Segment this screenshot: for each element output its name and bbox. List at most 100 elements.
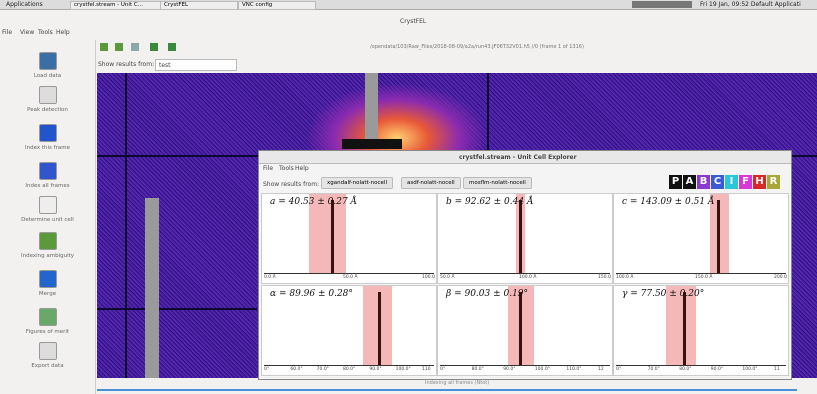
sidebar-item[interactable]: Load data [0,52,95,84]
screen: Applications crystfel.stream - Unit C...… [0,0,817,394]
lattice-letter[interactable]: P [669,175,682,189]
tick-label: 60.0° [290,367,302,372]
sidebar-item[interactable]: Export data [0,342,95,374]
lattice-letter[interactable]: B [697,175,710,189]
sidebar-icon [39,232,57,250]
lattice-letter[interactable]: R [767,175,780,189]
sidebar-item[interactable]: Peak detection [0,86,95,118]
tick-label: 70.0° [648,367,660,372]
tick-label: 80.0° [343,367,355,372]
progress-bar [97,389,797,391]
window-title: CrystFEL [400,18,426,25]
sidebar-item[interactable]: Figures of merit [0,308,95,340]
sidebar-label: Load data [0,73,95,79]
label: α = 89.96 ± 0.28° [270,289,353,299]
peak [331,200,334,273]
sidebar-label: Index all frames [0,183,95,189]
sidebar-icon [39,162,57,180]
result-button[interactable]: xgandalf-nolatt-nocell [321,177,393,189]
sidebar-item[interactable]: Indexing ambiguity [0,232,95,264]
dialog-title: crystfel.stream - Unit Cell Explorer [459,154,577,161]
task-tab[interactable]: CrystFEL [160,1,238,10]
sidebar-icon [39,270,57,288]
menu-item[interactable]: View [20,29,34,36]
lattice-letter[interactable]: C [711,175,724,189]
tick-label: 100.0° [742,367,757,372]
file-path: /opendata/103/Raw_Files/2018-08-09/a2a/r… [370,44,584,50]
tick-label: 70.0° [317,367,329,372]
tick-label: 90.0° [503,367,515,372]
lattice-letter[interactable]: H [753,175,766,189]
show-results-label: Show results from: [263,181,319,188]
tick-label: 100.0° [396,367,411,372]
show-results-label: Show results from: [98,61,154,68]
peak [519,292,522,365]
lattice-letter[interactable]: A [683,175,696,189]
tick-label: 80.0° [472,367,484,372]
tick-label: 90.0° [369,367,381,372]
sidebar-label: Export data [0,363,95,369]
sidebar-icon [39,342,57,360]
task-tab[interactable]: VNC config [238,1,316,10]
menu-item[interactable]: Tools [279,165,294,172]
unit-cell-explorer: crystfel.stream - Unit Cell Explorer Fil… [258,150,792,380]
sidebar-label: Index this frame [0,145,95,151]
tick-label: 100.0 Å [422,275,437,280]
lattice-letter[interactable]: F [739,175,752,189]
histogram-panel: α = 89.96 ± 0.28° 0° 60.0° 70.0° 80.0° 90.0° 1… [261,285,437,376]
tick-label: 11 [774,367,780,372]
axis [440,273,610,274]
result-button[interactable]: mosflm-nolatt-nocell [463,177,532,189]
label: b = 92.62 ± 0.44 Å [446,197,533,207]
sidebar-item[interactable]: Determine unit cell [0,196,95,228]
sidebar-icon [39,196,57,214]
tick-label: 0° [440,367,445,372]
results-dropdown[interactable]: test [155,59,237,71]
peak [717,200,720,273]
menu-item[interactable]: Help [295,165,309,172]
peak [378,292,381,365]
label: a = 40.53 ± 0.27 Å [270,197,357,207]
tick-label: 110.0° [566,367,581,372]
sidebar-icon [39,308,57,326]
tick-label: 0° [264,367,269,372]
menu-item[interactable]: Tools [38,29,53,36]
axis [264,365,434,366]
axis [440,365,610,366]
task-tab[interactable]: crystfel.stream - Unit C... [70,1,166,10]
toolbar-icons [98,42,188,52]
sidebar-item[interactable]: Merge [0,270,95,302]
menu-item[interactable]: File [263,165,273,172]
tick-label: 100.0 Å [616,275,633,280]
tick-label: 200.0 Å [774,275,789,280]
tick-label: 100.0 Å [519,275,536,280]
menu-item[interactable]: File [2,29,12,36]
applications-menu[interactable]: Applications [6,1,43,8]
sidebar-icon [39,124,57,142]
sidebar-label: Determine unit cell [0,217,95,223]
peak [519,200,522,273]
axis [264,273,434,274]
tick-label: 80.0° [679,367,691,372]
tick-label: 110 [422,367,431,372]
menu-item[interactable]: Help [56,29,70,36]
tick-label: 100.0° [535,367,550,372]
lattice-letter[interactable]: I [725,175,738,189]
dialog-titlebar: crystfel.stream - Unit Cell Explorer [259,151,791,164]
label: β = 90.03 ± 0.19° [446,289,528,299]
axis [616,273,786,274]
taskbar: Applications crystfel.stream - Unit C...… [0,0,817,10]
sidebar-icon [39,52,57,70]
sidebar-label: Peak detection [0,107,95,113]
status: Indexing all frames (Ntot) [425,380,489,386]
sidebar-item[interactable]: Index this frame [0,124,95,156]
tick-label: 150.0 Å [598,275,613,280]
sidebar-item[interactable]: Index all frames [0,162,95,194]
histogram-panel: β = 90.03 ± 0.19° 0° 80.0° 90.0° 100.0° 110.0… [437,285,613,376]
dropdown-value: test [159,62,171,69]
workspace [632,1,692,8]
result-button[interactable]: asdf-nolatt-nocell [401,177,461,189]
label: γ = 77.50 ± 0.20° [622,289,704,299]
